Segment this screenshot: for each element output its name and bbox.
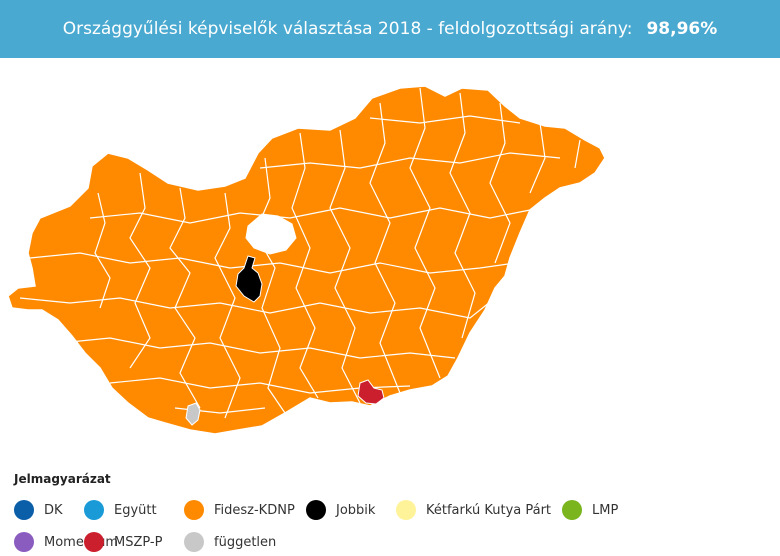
legend-item[interactable]: Jobbik xyxy=(306,500,396,520)
legend-item[interactable]: DK xyxy=(14,500,84,520)
legend-color-dot xyxy=(306,500,326,520)
mszp-district[interactable] xyxy=(357,379,385,405)
budapest-region[interactable] xyxy=(245,213,297,255)
hungary-map-outline[interactable] xyxy=(7,85,606,435)
legend-color-dot xyxy=(396,500,416,520)
district-borders xyxy=(19,87,581,419)
legend-color-dot xyxy=(184,532,204,552)
legend-item[interactable]: Momentum xyxy=(14,532,118,552)
legend-color-dot xyxy=(84,500,104,520)
legend-item[interactable]: Együtt xyxy=(84,500,184,520)
legend-label: független xyxy=(214,534,277,550)
legend-label: DK xyxy=(44,502,63,518)
processing-percentage: 98,96% xyxy=(646,19,718,39)
election-map[interactable] xyxy=(0,58,780,458)
legend-label: MSZP-P xyxy=(114,534,163,550)
page-title: Országgyűlési képviselők választása 2018… xyxy=(62,19,633,39)
legend-color-dot xyxy=(184,500,204,520)
legend-color-dot xyxy=(562,500,582,520)
legend-color-dot xyxy=(14,532,34,552)
legend-label: Fidesz-KDNP xyxy=(214,502,295,518)
legend-label: Kétfarkú Kutya Párt xyxy=(426,502,552,518)
fuggetlen-district[interactable] xyxy=(185,402,201,426)
page-header: Országgyűlési képviselők választása 2018… xyxy=(0,0,780,58)
legend-label: LMP xyxy=(592,502,619,518)
legend-item[interactable]: független xyxy=(184,532,306,552)
legend-color-dot xyxy=(84,532,104,552)
legend-label: Együtt xyxy=(114,502,157,518)
legend-item[interactable]: Kétfarkú Kutya Párt xyxy=(396,500,562,520)
legend: DK Együtt Fidesz-KDNP Jobbik Kétfarkú Kutya … xyxy=(14,500,774,552)
legend-title: Jelmagyarázat xyxy=(14,472,111,486)
legend-item[interactable]: MSZP-P xyxy=(84,532,184,552)
jobbik-district[interactable] xyxy=(235,255,263,303)
legend-label: Jobbik xyxy=(336,502,376,518)
legend-item[interactable]: LMP xyxy=(562,500,682,520)
legend-color-dot xyxy=(14,500,34,520)
legend-item[interactable]: Fidesz-KDNP xyxy=(184,500,306,520)
